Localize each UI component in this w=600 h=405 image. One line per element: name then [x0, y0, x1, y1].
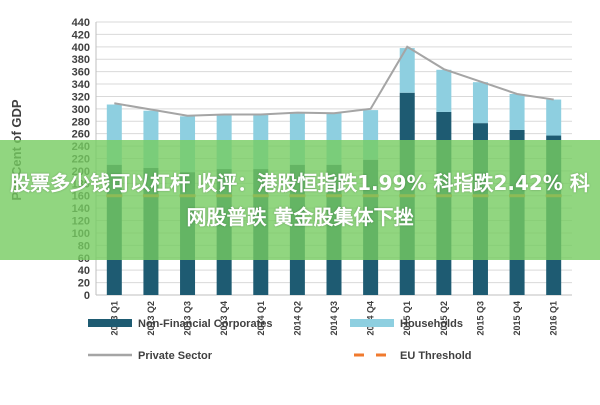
legend: Non-Financial Corporates Households Privat…	[88, 318, 472, 362]
x-tick-label: 2013 Q2	[146, 301, 156, 336]
y-tick-label: 380	[72, 54, 90, 66]
x-tick-label: 2013 Q1	[109, 301, 119, 336]
overlay-banner: 股票多少钱可以杠杆 收评：港股恒指跌1.99% 科指跌2.42% 科网股普跌 黄…	[0, 140, 600, 260]
y-tick-label: 320	[72, 91, 90, 103]
legend-item: Private Sector	[88, 350, 213, 362]
y-tick-label: 420	[72, 29, 90, 41]
y-tick-label: 400	[72, 42, 90, 54]
y-tick-label: 0	[84, 290, 90, 302]
line-private-sector	[114, 45, 554, 117]
legend-item: Non-Financial Corporates	[88, 318, 272, 330]
bar-households	[509, 93, 525, 130]
y-tick-label: 300	[72, 104, 90, 116]
bar-households	[399, 48, 415, 93]
legend-item: EU Threshold	[354, 350, 472, 362]
legend-label: Households	[400, 318, 463, 330]
x-tick-label: 2015 Q2	[439, 301, 449, 336]
x-tick-label: 2015 Q3	[475, 301, 485, 336]
x-tick-label: 2014 Q2	[292, 301, 302, 336]
legend-item: Households	[350, 318, 463, 330]
y-tick-label: 440	[72, 17, 90, 29]
x-tick-label: 2016 Q1	[549, 301, 559, 336]
y-tick-label: 260	[72, 129, 90, 141]
legend-label: Private Sector	[138, 350, 213, 362]
x-tick-label: 2013 Q4	[219, 301, 229, 336]
bar-households	[546, 99, 562, 136]
y-tick-label: 280	[72, 116, 90, 128]
legend-swatch	[350, 319, 394, 327]
bar-households	[436, 69, 452, 112]
y-tick-label: 340	[72, 79, 90, 91]
x-tick-label: 2014 Q3	[329, 301, 339, 336]
bar-households	[472, 82, 488, 124]
banner-headline: 股票多少钱可以杠杆 收评：港股恒指跌1.99% 科指跌2.42% 科网股普跌 黄…	[10, 171, 590, 229]
y-tick-label: 40	[78, 265, 90, 277]
y-tick-label: 360	[72, 67, 90, 79]
x-tick-label: 2014 Q1	[256, 301, 266, 336]
x-tick-label: 2013 Q3	[183, 301, 193, 336]
x-tick-label: 2015 Q4	[512, 301, 522, 336]
legend-label: Non-Financial Corporates	[138, 318, 272, 330]
x-tick-label: 2014 Q4	[366, 301, 376, 336]
legend-swatch	[88, 319, 132, 327]
y-tick-label: 20	[78, 278, 90, 290]
legend-label: EU Threshold	[400, 350, 472, 362]
x-tick-label: 2015 Q1	[402, 301, 412, 336]
x-tick-labels: 2013 Q1 2013 Q2 2013 Q3 2013 Q4 2014 Q1 2014 …	[109, 301, 558, 336]
